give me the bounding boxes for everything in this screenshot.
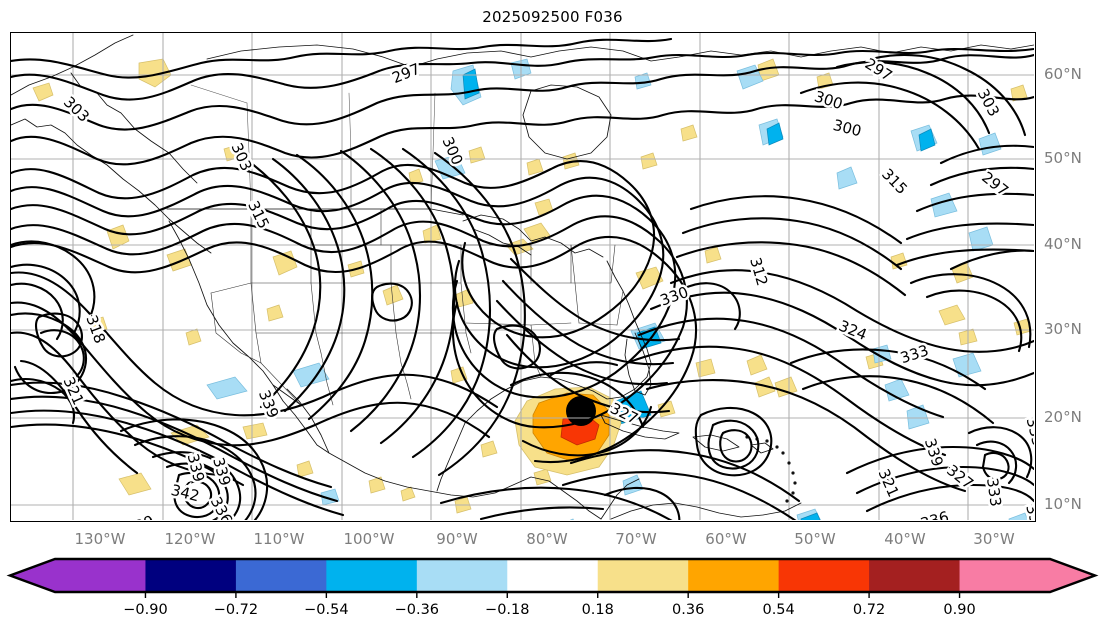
page-title: 2025092500 F036 [482, 8, 623, 26]
contour-label: 315 [244, 198, 273, 232]
lon-label-50w: 50°W [794, 530, 836, 548]
lat-label-50n: 50°N [1044, 149, 1082, 167]
contour-label: 333 [1023, 416, 1034, 448]
colorbar-tick-label: 0.72 [852, 602, 886, 618]
colorbar-svg[interactable] [0, 556, 1105, 615]
colorbar-tick-label: −0.90 [123, 602, 168, 618]
contour-label: 318 [82, 313, 109, 346]
colorbar-segment [688, 559, 780, 592]
lon-label-60w: 60°W [705, 530, 747, 548]
colorbar-segment [145, 559, 237, 592]
colorbar-tick-label: −0.36 [394, 602, 440, 618]
contour-label: 321 [60, 374, 88, 407]
lat-label-30n: 30°N [1044, 320, 1082, 338]
colorbar-segment [507, 559, 599, 592]
lon-label-120w: 120°W [164, 530, 216, 548]
colorbar-segment [869, 559, 961, 592]
colorbar-tick-label: −0.54 [304, 602, 349, 618]
contour-label: 339 [209, 455, 234, 487]
contour-label: 327 [943, 461, 977, 493]
lon-label-40w: 40°W [884, 530, 926, 548]
lat-label-40n: 40°N [1044, 235, 1082, 253]
contour-label: 339 [921, 436, 947, 469]
lat-label-20n: 20°N [1044, 408, 1082, 426]
colorbar-outline [6, 557, 1099, 594]
colorbar-segment [235, 559, 327, 592]
colorbar-ticks [144, 592, 961, 598]
contour-label: 336 [1022, 502, 1034, 520]
lon-label-130w: 130°W [74, 530, 126, 548]
lon-label-90w: 90°W [436, 530, 478, 548]
lat-label-60n: 60°N [1044, 65, 1082, 83]
colorbar-tick-label: −0.72 [213, 602, 259, 618]
lat-label-10n: 10°N [1044, 495, 1082, 513]
contour-label: 300 [812, 87, 845, 113]
contour-label: 315 [878, 165, 911, 198]
lon-label-30w: 30°W [973, 530, 1015, 548]
lon-label-80w: 80°W [526, 530, 568, 548]
colorbar-segment [416, 559, 508, 592]
colorbar-extend-max [1050, 559, 1095, 592]
contour-label: 336 [918, 508, 950, 520]
contour-label: 333 [983, 477, 1005, 508]
contour-label: 339 [123, 512, 156, 520]
colorbar-segment [778, 559, 870, 592]
colorbar-segment [959, 559, 1051, 592]
contour-layer [11, 37, 1034, 520]
contour-label: 342 [169, 481, 201, 505]
contour-label: 300 [831, 116, 863, 140]
colorbar-segment [597, 559, 689, 592]
lon-label-100w: 100°W [343, 530, 395, 548]
colorbar-tick-label: 0.90 [943, 602, 976, 618]
colorbar-segment [55, 559, 147, 592]
colorbar-frame [6, 557, 1099, 594]
lon-label-110w: 110°W [253, 530, 305, 548]
contour-label: 339 [255, 387, 282, 420]
colorbar-segment [326, 559, 418, 592]
contour-label: 312 [746, 255, 771, 287]
contour-label: 324 [836, 317, 869, 344]
colorbar[interactable]: −0.90 −0.72 −0.54 −0.36 −0.18 0.18 0.36 0.54 0.7… [0, 556, 1105, 618]
colorbar-tick-label: 0.18 [581, 602, 614, 618]
shaded-anomaly-layer [32, 58, 1032, 520]
colorbar-segments [10, 559, 1095, 592]
colorbar-extend-min [10, 559, 55, 592]
colorbar-tick-label: 0.36 [672, 602, 705, 618]
colorbar-tick-label: −0.18 [485, 602, 530, 618]
coastline-layer [11, 34, 1034, 520]
lon-label-70w: 70°W [615, 530, 657, 548]
contour-label: 333 [898, 341, 931, 367]
colorbar-tick-label: 0.54 [762, 602, 795, 618]
map-panel[interactable]: 297 297 297 297 297 297 300 300 300 300 300 300 303 3… [10, 32, 1036, 522]
